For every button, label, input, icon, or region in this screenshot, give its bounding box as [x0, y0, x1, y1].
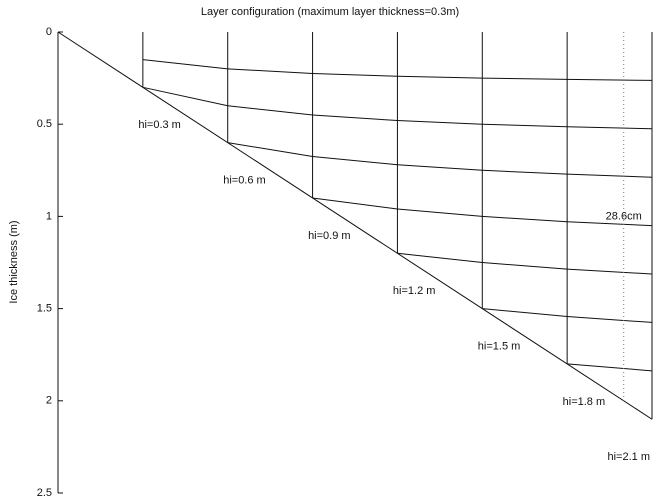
layer-interface — [397, 164, 483, 171]
layer-interface — [227, 68, 313, 74]
annotation: 28.6cm — [606, 210, 642, 222]
layer-interface — [567, 126, 653, 130]
y-tick-label: 0.5 — [37, 118, 52, 130]
layer-interface — [397, 208, 483, 217]
layer-interface — [142, 86, 228, 107]
thickness-label: hi=2.1 m — [608, 451, 651, 463]
y-tick-label: 0 — [46, 26, 52, 38]
layer-interface — [567, 78, 653, 81]
layer-interface — [567, 363, 653, 372]
layer-interface — [482, 169, 568, 175]
y-tick-label: 1.5 — [37, 303, 52, 315]
layer-interface — [312, 72, 398, 77]
y-tick-label: 2 — [46, 395, 52, 407]
layer-interface — [397, 120, 483, 125]
layer-interface — [312, 155, 398, 166]
ice-bottom — [57, 31, 653, 420]
layer-interface — [397, 75, 483, 79]
layer-interface — [567, 316, 653, 323]
thickness-label: hi=0.9 m — [308, 230, 351, 242]
thickness-label: hi=0.6 m — [223, 175, 266, 187]
y-tick-label: 2.5 — [37, 487, 52, 499]
thickness-label: hi=1.8 m — [563, 396, 606, 408]
layer-interface — [227, 142, 313, 157]
layer-interface — [142, 59, 228, 70]
layer-interface — [567, 268, 653, 275]
layer-interface — [482, 308, 568, 318]
layer-interface — [482, 262, 568, 270]
layer-interface — [312, 114, 398, 122]
thickness-label: hi=1.5 m — [478, 341, 521, 353]
thickness-label: hi=1.2 m — [393, 285, 436, 297]
layer-interface — [567, 221, 653, 227]
y-tick-label: 1 — [46, 210, 52, 222]
layer-interface — [482, 215, 568, 223]
layer-interface — [227, 105, 313, 116]
y-axis-label: Ice thickness (m) — [8, 220, 20, 303]
layer-interface — [482, 123, 568, 128]
thickness-label: hi=0.3 m — [138, 119, 181, 131]
chart-title: Layer configuration (maximum layer thick… — [201, 6, 459, 18]
layer-interface — [567, 173, 653, 178]
layer-interface — [482, 77, 568, 80]
layer-interface — [312, 197, 398, 210]
layer-interface — [397, 252, 483, 263]
